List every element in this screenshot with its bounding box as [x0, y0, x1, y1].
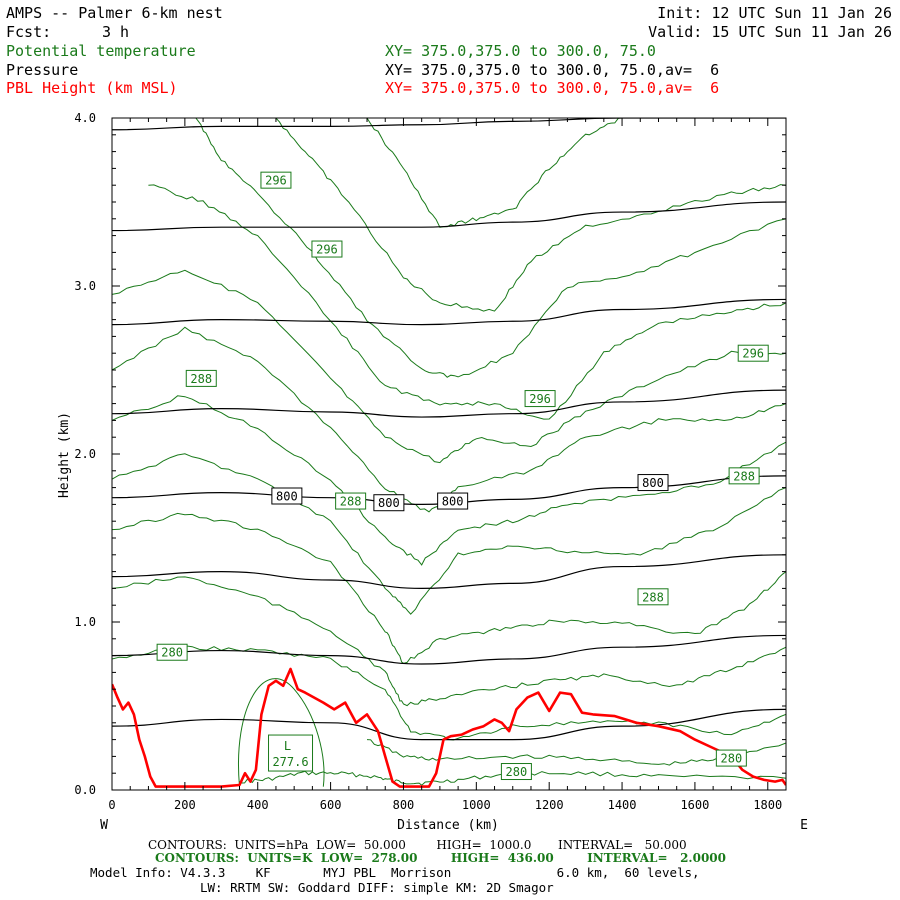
pressure-contour-line: [112, 708, 786, 741]
svg-text:296: 296: [742, 347, 764, 361]
pressure-contour-line: [112, 554, 786, 590]
svg-text:288: 288: [733, 469, 755, 483]
theta-contour-line: [112, 576, 786, 707]
pressure-contour-line: [112, 201, 786, 232]
x-tick-label: 1600: [680, 798, 709, 812]
theta-contour-line: [112, 269, 786, 464]
svg-text:296: 296: [265, 174, 287, 188]
x-tick-label: 1400: [608, 798, 637, 812]
plot-frame: [111, 117, 787, 791]
theta-contour-label: 288: [637, 588, 669, 606]
svg-text:277.6: 277.6: [272, 755, 308, 769]
y-tick-label: 1.0: [74, 615, 96, 629]
footer-theta-contours: CONTOURS: UNITS=K LOW= 278.00 HIGH= 436.…: [155, 851, 726, 865]
x-tick-label: 400: [247, 798, 269, 812]
footer-pressure-contours: CONTOURS: UNITS=hPa LOW= 50.000 HIGH= 10…: [148, 838, 687, 852]
svg-text:800: 800: [442, 495, 464, 509]
low-center-contour: [238, 678, 325, 787]
theta-contour-line: [366, 739, 786, 766]
x-end-label-east: E: [800, 818, 808, 833]
svg-text:800: 800: [276, 490, 298, 504]
svg-text:800: 800: [378, 496, 400, 510]
init-time: Init: 12 UTC Sun 11 Jan 26: [657, 4, 892, 22]
theta-contour-label: 296: [311, 240, 343, 258]
xy-pressure: XY= 375.0,375.0 to 300.0, 75.0,av= 6: [385, 61, 720, 79]
theta-contour-line: [366, 118, 623, 228]
pressure-contour-line: [112, 634, 786, 665]
pressure-contour-label: 800: [437, 492, 469, 510]
x-axis-label: Distance (km): [397, 818, 499, 833]
theta-contour-line: [112, 512, 786, 664]
pbl-height-line: [112, 667, 786, 788]
field-potential-temperature: Potential temperature: [6, 42, 196, 60]
theta-contour-label: 288: [185, 369, 217, 387]
theta-contour-line: [112, 395, 786, 566]
y-tick-label: 3.0: [74, 279, 96, 293]
x-tick-label: 1800: [753, 798, 782, 812]
x-end-label-west: W: [100, 818, 108, 833]
fcst-value: 3 h: [102, 23, 130, 41]
xy-theta: XY= 375.0,375.0 to 300.0, 75.0: [385, 42, 656, 60]
footer-model-info: Model Info: V4.3.3 KF MYJ PBL Morrison 6…: [90, 865, 700, 880]
x-tick-label: 1200: [535, 798, 564, 812]
field-pbl-height: PBL Height (km MSL): [6, 79, 178, 97]
y-tick-label: 4.0: [74, 111, 96, 125]
svg-text:280: 280: [161, 646, 183, 660]
x-tick-label: 600: [320, 798, 342, 812]
y-tick-label: 0.0: [74, 783, 96, 797]
theta-contour-line: [148, 184, 786, 420]
x-tick-label: 200: [174, 798, 196, 812]
fcst-label: Fcst:: [6, 23, 52, 41]
valid-time: Valid: 15 UTC Sun 11 Jan 26: [648, 23, 892, 41]
x-tick-label: 800: [393, 798, 415, 812]
xy-pbl: XY= 375.0,375.0 to 300.0, 75.0,av= 6: [385, 79, 720, 97]
theta-contour-line: [112, 645, 786, 741]
svg-text:288: 288: [340, 495, 362, 509]
footer-physics-info: LW: RRTM SW: Goddard DIFF: simple KM: 2D…: [200, 880, 554, 895]
theta-contour-label: 288: [335, 492, 367, 510]
theta-contour-label: 296: [524, 390, 556, 408]
theta-contour-line: [195, 118, 786, 378]
y-axis-label: Height (km): [57, 412, 72, 498]
pressure-contour-line: [112, 298, 786, 326]
pressure-contour-line: [112, 118, 786, 131]
pressure-contour-label: 800: [637, 474, 669, 492]
theta-contour-label: 280: [500, 763, 532, 781]
svg-text:296: 296: [529, 392, 551, 406]
x-tick-label: 1000: [462, 798, 491, 812]
theta-contour-line: [275, 118, 786, 312]
pressure-contour-line: [112, 389, 786, 418]
theta-contour-label: 288: [728, 467, 760, 485]
x-tick-label: 0: [108, 798, 115, 812]
pressure-contour-label: 800: [271, 487, 303, 505]
low-center-label: L 277.6: [268, 734, 314, 772]
svg-text:288: 288: [642, 590, 664, 604]
field-pressure: Pressure: [6, 61, 79, 79]
svg-text:280: 280: [721, 752, 743, 766]
svg-text:800: 800: [642, 476, 664, 490]
model-title: AMPS -- Palmer 6-km nest: [6, 4, 223, 22]
svg-text:296: 296: [316, 243, 338, 257]
theta-contour-line: [239, 770, 786, 786]
theta-contour-line: [112, 453, 786, 615]
pressure-contour-label: 800: [373, 494, 405, 512]
theta-contour-label: 296: [737, 344, 769, 362]
theta-contour-label: 280: [156, 643, 188, 661]
svg-text:280: 280: [506, 765, 528, 779]
svg-text:L: L: [284, 739, 291, 753]
svg-text:288: 288: [190, 372, 212, 386]
y-tick-label: 2.0: [74, 447, 96, 461]
theta-contour-label: 296: [260, 171, 292, 189]
theta-contour-label: 280: [715, 749, 747, 767]
